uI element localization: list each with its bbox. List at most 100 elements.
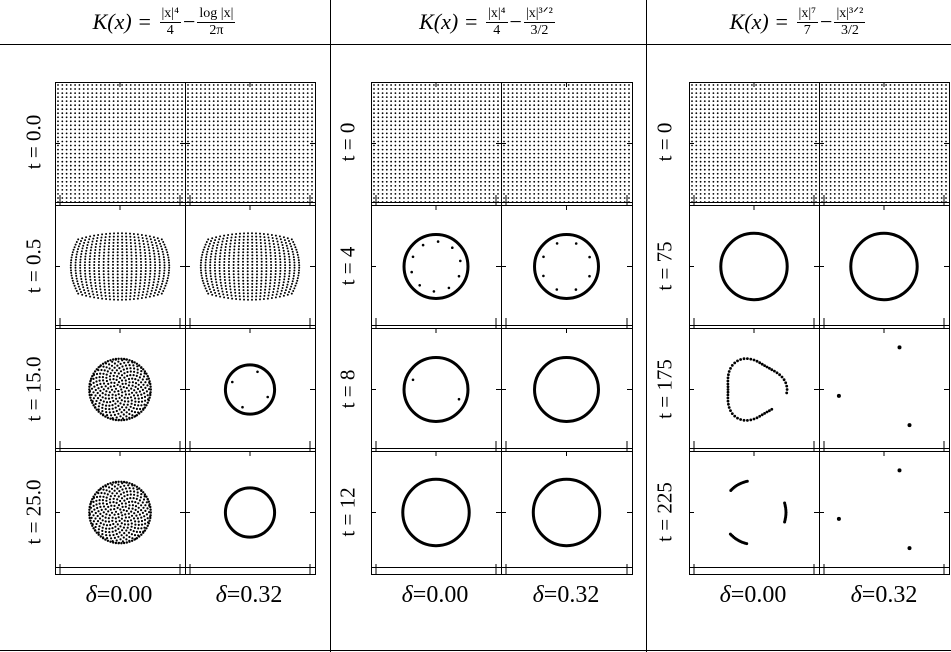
particle <box>57 124 59 127</box>
particle <box>216 244 219 246</box>
particle <box>208 116 211 119</box>
particle <box>287 280 290 283</box>
particle <box>187 132 189 135</box>
particle <box>255 132 258 135</box>
particle <box>138 239 140 242</box>
particle <box>127 523 130 526</box>
particle <box>195 120 198 123</box>
particle <box>559 140 561 143</box>
particle <box>437 164 439 167</box>
particle <box>480 84 482 86</box>
particle <box>274 296 277 299</box>
particle <box>229 189 232 191</box>
particle <box>134 112 136 115</box>
particle <box>119 525 122 528</box>
particle <box>108 104 111 107</box>
particle <box>92 293 95 296</box>
particle <box>445 88 448 90</box>
particle <box>164 120 166 123</box>
particle <box>91 96 94 98</box>
particle <box>407 168 410 171</box>
particle <box>172 84 175 86</box>
particle <box>572 160 574 163</box>
particle <box>471 84 474 86</box>
particle <box>138 185 141 187</box>
particle <box>546 148 548 151</box>
particle <box>550 124 553 127</box>
particle <box>155 185 158 187</box>
particle <box>420 124 422 127</box>
particle <box>503 120 505 123</box>
particle <box>212 104 215 107</box>
particle <box>390 168 392 171</box>
particle <box>516 152 518 155</box>
particle <box>108 235 111 238</box>
particle <box>507 176 510 179</box>
particle <box>113 298 115 301</box>
particle <box>407 124 410 127</box>
particle <box>138 96 141 98</box>
particle <box>99 144 102 147</box>
particle <box>87 172 89 175</box>
particle <box>116 295 119 298</box>
particle <box>398 172 401 175</box>
particle <box>484 197 487 199</box>
particle <box>92 500 95 503</box>
particle <box>176 140 179 143</box>
particle <box>450 92 452 94</box>
particle <box>82 197 85 199</box>
particle <box>255 120 258 123</box>
particle <box>106 370 109 373</box>
particle <box>289 185 292 187</box>
particle <box>114 517 117 520</box>
particle <box>274 252 277 254</box>
particle <box>488 108 491 111</box>
particle <box>507 104 510 107</box>
particle <box>281 287 284 289</box>
particle <box>126 370 129 374</box>
particle <box>373 168 375 171</box>
particle <box>398 136 401 139</box>
particle <box>276 92 279 94</box>
particle <box>224 249 227 251</box>
particle <box>140 264 143 266</box>
frac-num: log |x| <box>197 6 236 23</box>
particle <box>554 128 557 131</box>
particle <box>484 156 487 159</box>
particle <box>537 84 540 86</box>
particle <box>488 132 491 135</box>
particle <box>238 92 241 94</box>
particle <box>95 368 99 371</box>
particle <box>108 156 111 159</box>
particle <box>69 104 72 107</box>
particle <box>415 189 418 191</box>
particle <box>115 378 118 381</box>
particle <box>445 132 448 135</box>
particle <box>146 104 149 107</box>
particle <box>204 84 207 86</box>
particle <box>144 252 147 254</box>
particle <box>373 116 375 119</box>
particle <box>131 504 134 507</box>
column-divider-2 <box>646 0 647 652</box>
particle <box>143 392 146 395</box>
particle <box>78 136 81 139</box>
particle <box>116 523 119 526</box>
particle <box>225 124 228 127</box>
particle <box>130 533 133 536</box>
particle <box>140 366 143 369</box>
particle <box>259 96 262 98</box>
particle <box>471 132 474 135</box>
particle <box>541 112 544 115</box>
particle <box>462 168 465 171</box>
particle <box>120 522 123 525</box>
particle <box>503 189 505 191</box>
particle <box>242 189 245 191</box>
particle <box>529 136 531 139</box>
particle <box>398 104 401 107</box>
particle <box>507 172 510 175</box>
particle <box>492 92 495 94</box>
particle <box>91 88 94 90</box>
particle <box>104 172 106 175</box>
particle <box>121 488 124 491</box>
